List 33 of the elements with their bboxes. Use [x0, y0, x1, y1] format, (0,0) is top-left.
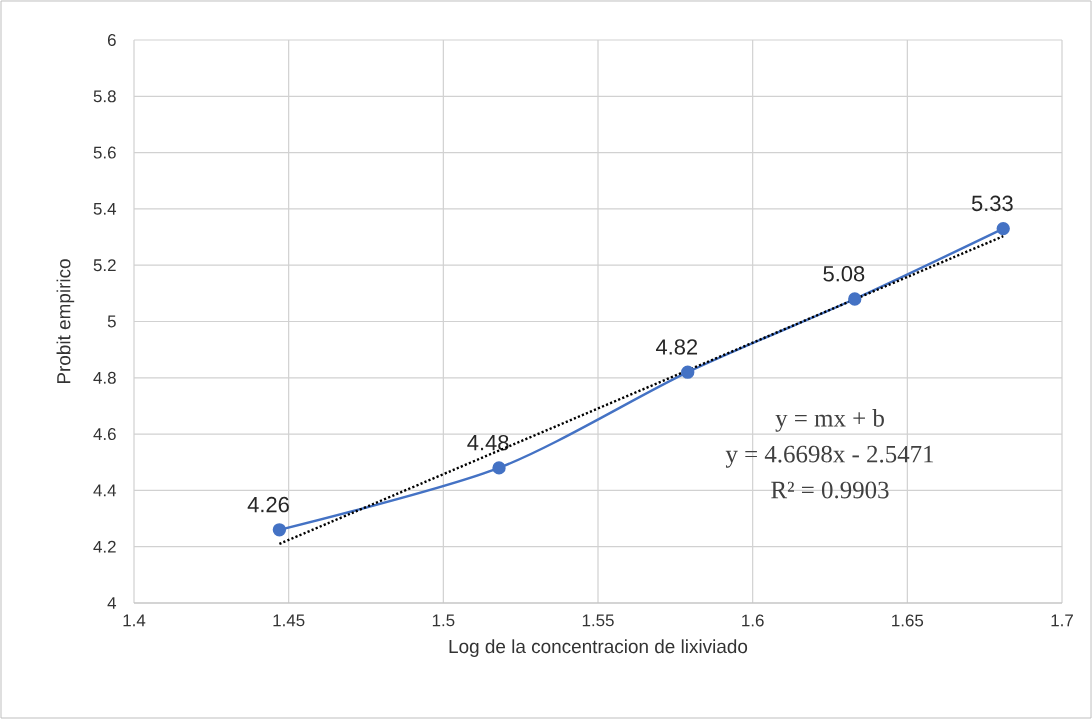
- y-tick-label: 5: [107, 315, 116, 328]
- y-tick-label: 4: [107, 597, 117, 609]
- x-tick-label: 1.55: [582, 614, 614, 627]
- y-tick-label: 4.6: [93, 428, 116, 441]
- point: [848, 292, 862, 306]
- y-tick-label: 5.4: [93, 202, 117, 215]
- x-tick-label: 1.4: [123, 614, 146, 627]
- annotation: y = 4.6698x - 2.5471: [725, 445, 934, 468]
- data-label: 5.33: [971, 195, 1013, 212]
- y-tick-label: 5.8: [93, 90, 116, 103]
- point: [996, 221, 1010, 236]
- y-tick-label: 4.2: [93, 540, 116, 553]
- data-label: 5.08: [823, 265, 865, 282]
- y-tick-label: 4.4: [93, 484, 117, 497]
- x-tick-label: 1.45: [273, 614, 305, 627]
- x-tick-label: 1.7: [1051, 614, 1073, 627]
- y-tick-label: 5.2: [93, 259, 116, 272]
- data-label: 4.48: [467, 434, 509, 451]
- y-tick-label: 4.8: [93, 371, 116, 384]
- y-tick-label: 5.6: [93, 146, 116, 159]
- point: [492, 461, 506, 475]
- data-label: 4.82: [655, 339, 698, 355]
- data-label: 4.26: [247, 496, 289, 513]
- x-tick-label: 1.5: [432, 614, 455, 627]
- annotation: y = mx + b: [775, 409, 884, 432]
- y-tick-label: 6: [107, 34, 116, 46]
- point: [272, 523, 287, 537]
- x-tick-label: 1.6: [742, 614, 764, 627]
- point: [681, 365, 695, 379]
- x-axis-title: Log de la concentracion de lixiviado: [449, 639, 748, 657]
- x-tick-label: 1.65: [892, 614, 924, 627]
- y-axis-title: Probit empirico: [56, 259, 75, 384]
- annotation: R² = 0.9903: [771, 481, 889, 499]
